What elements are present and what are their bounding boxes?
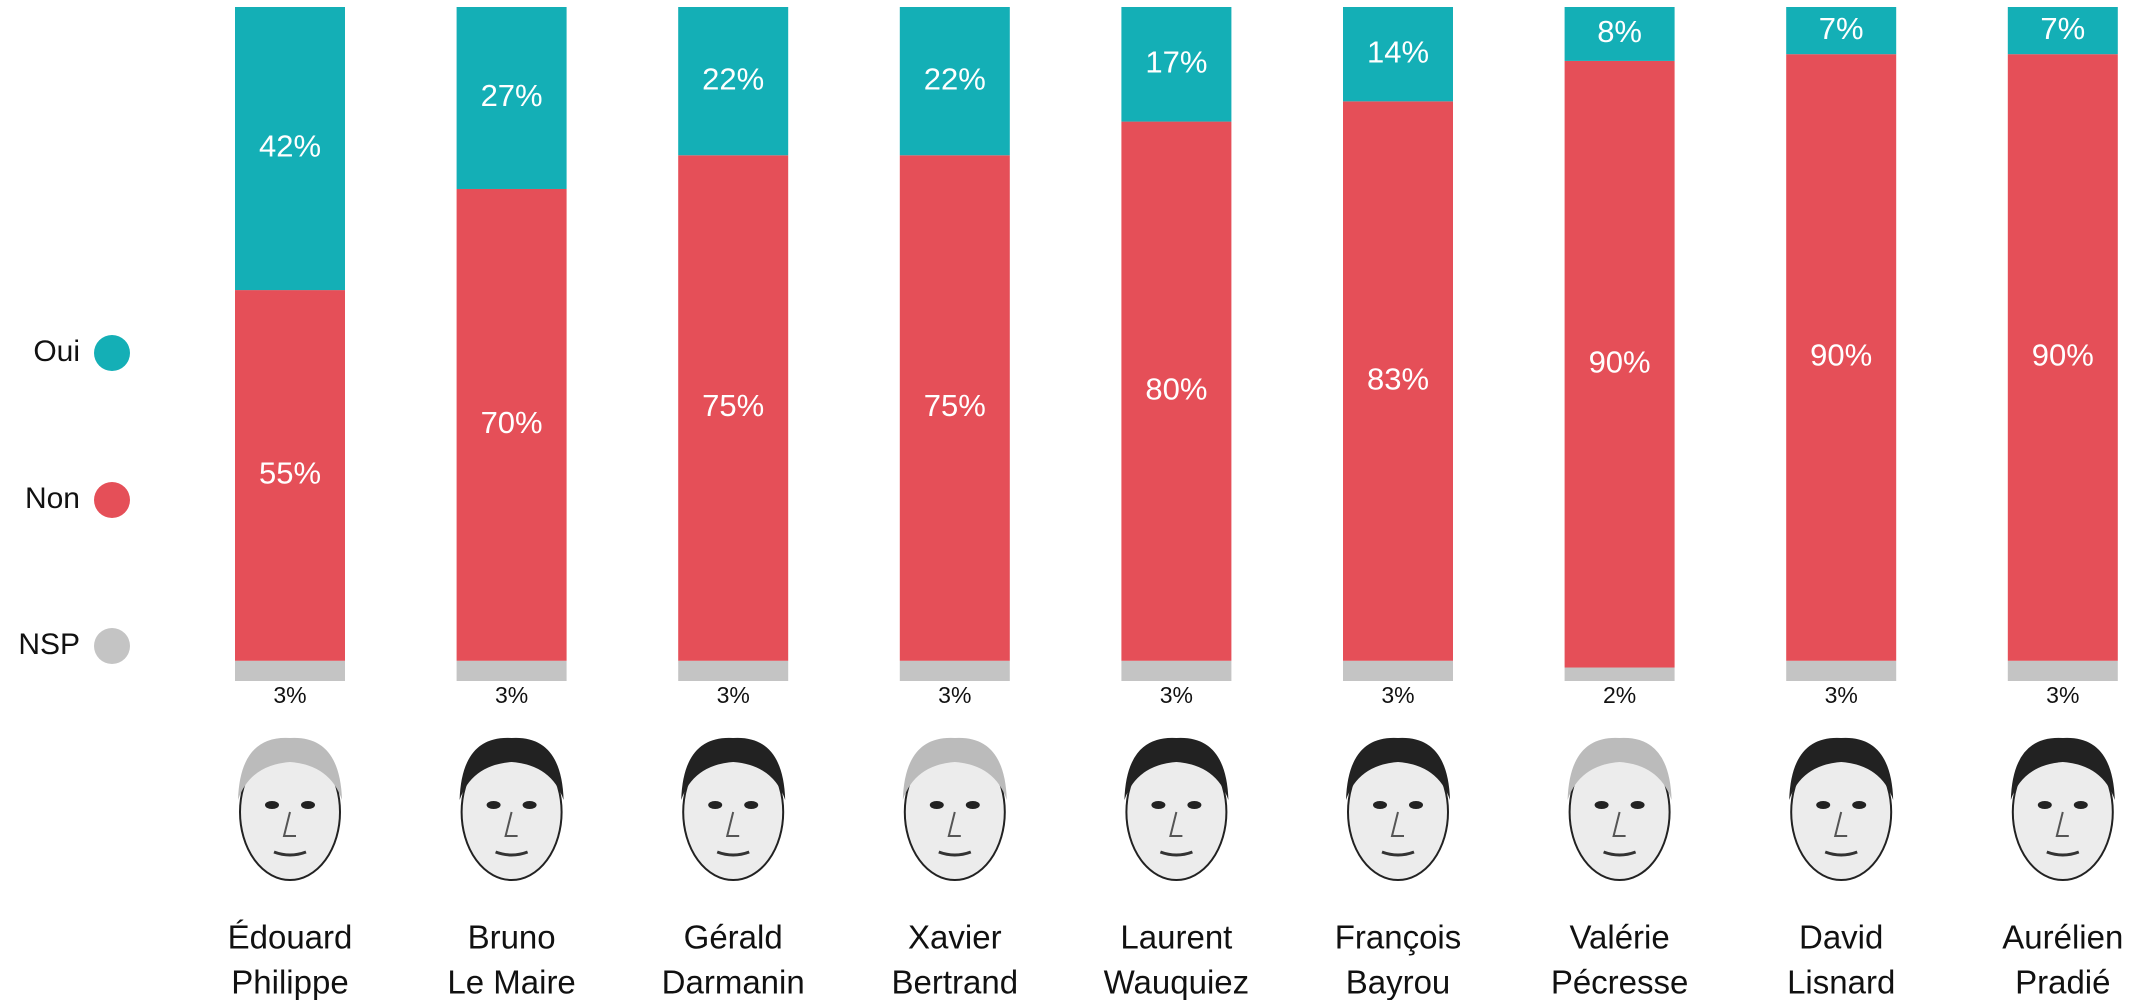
category-label: Gérald — [684, 919, 783, 956]
value-label: 83% — [1367, 361, 1429, 396]
portrait-eye — [1151, 801, 1165, 809]
value-label: 90% — [1810, 338, 1872, 373]
category-label: Pradié — [2015, 964, 2110, 1000]
bar-segment — [1343, 661, 1453, 681]
portrait — [1346, 738, 1450, 880]
portrait-eye — [487, 801, 501, 809]
portrait — [1568, 738, 1672, 880]
portrait-eye — [1852, 801, 1866, 809]
category-label: Lisnard — [1787, 964, 1895, 1000]
portrait — [2011, 738, 2115, 880]
bar-segment — [900, 661, 1010, 681]
legend-swatch — [94, 482, 130, 518]
legend-label: Oui — [33, 335, 80, 368]
portrait-eye — [2038, 801, 2052, 809]
bar-segment — [1121, 661, 1231, 681]
portrait-eye — [1816, 801, 1830, 809]
portrait-eye — [1595, 801, 1609, 809]
legend-label: NSP — [18, 628, 80, 661]
portrait — [1789, 738, 1893, 880]
category-label: Édouard — [228, 919, 353, 956]
value-label: 75% — [702, 388, 764, 423]
chart: Oui Non NSP 3% 55% 42% Édouard Philippe 3% 70% 27%… — [0, 0, 2134, 1000]
value-label: 70% — [481, 405, 543, 440]
category-label: Wauquiez — [1104, 964, 1250, 1000]
bar-segment — [457, 661, 567, 681]
value-label: 3% — [1160, 682, 1193, 708]
portrait — [903, 738, 1007, 880]
value-label: 80% — [1145, 371, 1207, 406]
value-label: 3% — [495, 682, 528, 708]
portrait — [681, 738, 785, 880]
value-label: 14% — [1367, 34, 1429, 69]
category-label: Valérie — [1569, 919, 1669, 956]
value-label: 3% — [1825, 682, 1858, 708]
portrait-eye — [523, 801, 537, 809]
value-label: 7% — [1819, 11, 1864, 46]
category-label: Bertrand — [892, 964, 1019, 1000]
category-label: Bruno — [468, 919, 556, 956]
portrait-eye — [1187, 801, 1201, 809]
portrait-eye — [1373, 801, 1387, 809]
category-label: David — [1799, 919, 1883, 956]
value-label: 22% — [924, 61, 986, 96]
value-label: 3% — [717, 682, 750, 708]
portrait — [238, 738, 342, 880]
legend-swatch — [94, 628, 130, 664]
portrait-eye — [708, 801, 722, 809]
category-label: Aurélien — [2002, 919, 2123, 956]
portrait-eye — [744, 801, 758, 809]
portrait-eye — [265, 801, 279, 809]
portrait-eye — [930, 801, 944, 809]
value-label: 42% — [259, 129, 321, 164]
portrait — [460, 738, 564, 880]
bar-segment — [1565, 668, 1675, 681]
portrait-eye — [1631, 801, 1645, 809]
portrait-eye — [1409, 801, 1423, 809]
category-label: François — [1335, 919, 1462, 956]
value-label: 8% — [1597, 14, 1642, 49]
value-label: 2% — [1603, 682, 1636, 708]
category-label: Bayrou — [1346, 964, 1451, 1000]
value-label: 90% — [1589, 344, 1651, 379]
category-label: Le Maire — [447, 964, 575, 1000]
portrait-eye — [301, 801, 315, 809]
category-label: Philippe — [231, 964, 348, 1000]
value-label: 17% — [1145, 44, 1207, 79]
value-label: 3% — [273, 682, 306, 708]
category-label: Laurent — [1120, 919, 1232, 956]
value-label: 3% — [2046, 682, 2079, 708]
value-label: 90% — [2032, 338, 2094, 373]
value-label: 27% — [481, 78, 543, 113]
portrait-eye — [966, 801, 980, 809]
value-label: 55% — [259, 456, 321, 491]
portrait — [1124, 738, 1228, 880]
legend-swatch — [94, 335, 130, 371]
legend-label: Non — [25, 482, 80, 515]
bar-segment — [2008, 661, 2118, 681]
value-label: 3% — [938, 682, 971, 708]
category-label: Xavier — [908, 919, 1002, 956]
value-label: 3% — [1381, 682, 1414, 708]
bar-segment — [678, 661, 788, 681]
category-label: Darmanin — [662, 964, 805, 1000]
bar-segment — [1786, 661, 1896, 681]
bar-segment — [235, 661, 345, 681]
value-label: 22% — [702, 61, 764, 96]
value-label: 7% — [2040, 11, 2085, 46]
value-label: 75% — [924, 388, 986, 423]
category-label: Pécresse — [1551, 964, 1689, 1000]
portrait-eye — [2074, 801, 2088, 809]
